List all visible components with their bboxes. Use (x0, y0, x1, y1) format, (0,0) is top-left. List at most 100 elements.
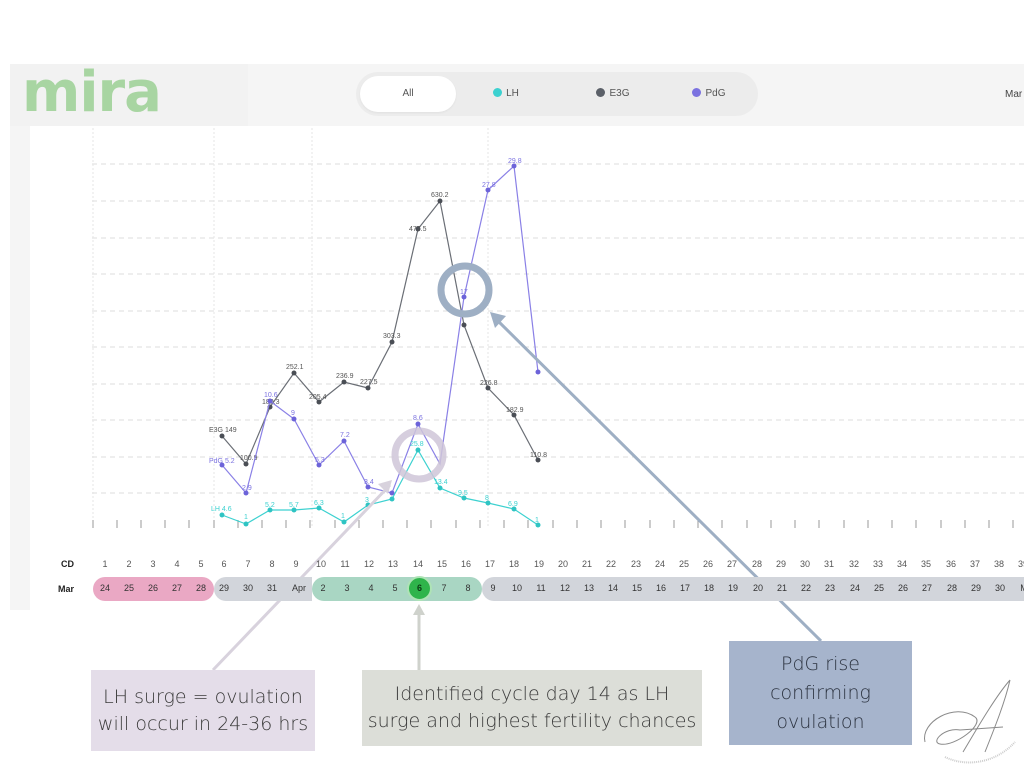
cd-36: 36 (945, 559, 956, 569)
date-cell[interactable]: 7 (441, 583, 447, 593)
mira-logo: mira (22, 60, 162, 125)
tab-pdg[interactable]: PdG (664, 76, 754, 112)
callout-line: will occur in 24-36 hrs (97, 712, 309, 735)
callout-line: LH surge = ovulation (103, 685, 303, 708)
svg-text:1: 1 (244, 514, 248, 521)
hormone-filter-tabs: All LH E3G PdG (356, 72, 758, 116)
cd-37: 37 (969, 559, 980, 569)
date-cell[interactable]: 10 (511, 583, 522, 593)
svg-text:630.2: 630.2 (431, 192, 449, 199)
date-cell[interactable]: 22 (800, 583, 811, 593)
callout-line: PdG rise (781, 652, 860, 675)
tab-all[interactable]: All (360, 76, 456, 112)
date-cell[interactable]: 15 (631, 583, 642, 593)
svg-text:3: 3 (365, 497, 369, 504)
cd-10: 10 (315, 559, 326, 569)
post-fertile-pill (482, 577, 1024, 601)
lh-dot-icon (493, 88, 503, 97)
cd-18: 18 (508, 559, 519, 569)
date-cell[interactable]: 9 (490, 583, 496, 593)
cd-6: 6 (221, 559, 227, 569)
date-cell[interactable]: Apr (291, 583, 306, 593)
date-cell[interactable]: 17 (679, 583, 690, 593)
logo-area (10, 64, 248, 126)
svg-text:10.6: 10.6 (264, 392, 278, 399)
lh-surge-highlight-circle (391, 427, 447, 483)
svg-text:226.8: 226.8 (480, 380, 498, 387)
date-cell[interactable]: 13 (583, 583, 594, 593)
signature-watermark-icon (924, 679, 1016, 764)
svg-text:25.8: 25.8 (410, 441, 424, 448)
date-cell[interactable]: 3 (344, 583, 350, 593)
pre-fertile-pill (214, 577, 312, 601)
date-cell[interactable]: 29 (218, 583, 229, 593)
date-cell[interactable]: 28 (946, 583, 957, 593)
date-cell[interactable]: 19 (727, 583, 738, 593)
date-cell[interactable]: 12 (559, 583, 570, 593)
svg-text:236.9: 236.9 (336, 373, 354, 380)
date-cell[interactable]: 27 (171, 583, 182, 593)
cd-11: 11 (340, 559, 350, 569)
date-cell[interactable]: 18 (703, 583, 714, 593)
cd-5: 5 (198, 559, 204, 569)
svg-text:LH 4.6: LH 4.6 (211, 506, 232, 513)
cd-23: 23 (630, 559, 641, 569)
date-cell[interactable]: 2 (320, 583, 326, 593)
cd-4: 4 (174, 559, 180, 569)
svg-text:9.5: 9.5 (458, 490, 468, 497)
svg-text:7.2: 7.2 (340, 432, 350, 439)
callout-line: Identified cycle day 14 as LH (394, 683, 670, 705)
tab-pdg-label: PdG (705, 88, 726, 99)
svg-text:477.5: 477.5 (409, 226, 427, 233)
svg-text:5.3: 5.3 (315, 457, 325, 464)
cd-19: 19 (533, 559, 544, 569)
date-cell[interactable]: 26 (897, 583, 908, 593)
date-cell[interactable]: 31 (266, 583, 277, 593)
date-cell[interactable]: 26 (147, 583, 158, 593)
date-cell[interactable]: 24 (99, 583, 110, 593)
cd-29: 29 (775, 559, 786, 569)
cd-39: 39 (1017, 559, 1024, 569)
date-cell[interactable]: 5 (392, 583, 398, 593)
tab-lh-label: LH (506, 88, 519, 99)
date-cell[interactable]: 16 (655, 583, 666, 593)
tab-e3g[interactable]: E3G (568, 76, 658, 112)
cd-38: 38 (993, 559, 1004, 569)
date-cell[interactable]: 8 (465, 583, 471, 593)
svg-text:13.4: 13.4 (434, 479, 448, 486)
x-ticks (92, 520, 1014, 528)
cd-32: 32 (848, 559, 859, 569)
pdg-series: PdG 5.2 2.9 10.6 9 5.3 7.2 3.4 8.6 17 27.8 29.8 (209, 158, 541, 496)
tab-lh[interactable]: LH (466, 76, 546, 112)
svg-text:27.8: 27.8 (482, 182, 496, 189)
date-cell[interactable]: 28 (195, 583, 206, 593)
date-cell[interactable]: 25 (873, 583, 884, 593)
date-cell[interactable]: 25 (123, 583, 134, 593)
date-cell[interactable]: 30 (994, 583, 1005, 593)
date-cell[interactable]: 11 (536, 583, 546, 593)
date-cell[interactable]: M (1013, 583, 1024, 593)
date-cell[interactable]: 29 (970, 583, 981, 593)
date-cell[interactable]: 20 (752, 583, 763, 593)
svg-text:17: 17 (460, 289, 468, 296)
cd-20: 20 (557, 559, 568, 569)
cd-7: 7 (245, 559, 251, 569)
svg-text:182.9: 182.9 (506, 407, 524, 414)
cd-9: 9 (293, 559, 299, 569)
tab-all-label: All (402, 88, 414, 99)
date-cell[interactable]: 30 (242, 583, 253, 593)
date-cell[interactable]: 24 (849, 583, 860, 593)
svg-text:303.3: 303.3 (383, 333, 401, 340)
month-selector[interactable]: Mar (1005, 89, 1023, 100)
date-cell[interactable]: 4 (368, 583, 374, 593)
cd-1: 1 (102, 559, 108, 569)
cd-row-label: CD (61, 559, 74, 569)
date-cell[interactable]: 23 (824, 583, 835, 593)
date-cell[interactable]: 14 (607, 583, 618, 593)
cd-17: 17 (484, 559, 495, 569)
date-cell[interactable]: 21 (776, 583, 787, 593)
cd-30: 30 (799, 559, 810, 569)
svg-text:2.9: 2.9 (242, 485, 252, 492)
date-cell[interactable]: 27 (921, 583, 932, 593)
today-date-marker[interactable]: 6 (407, 576, 432, 601)
